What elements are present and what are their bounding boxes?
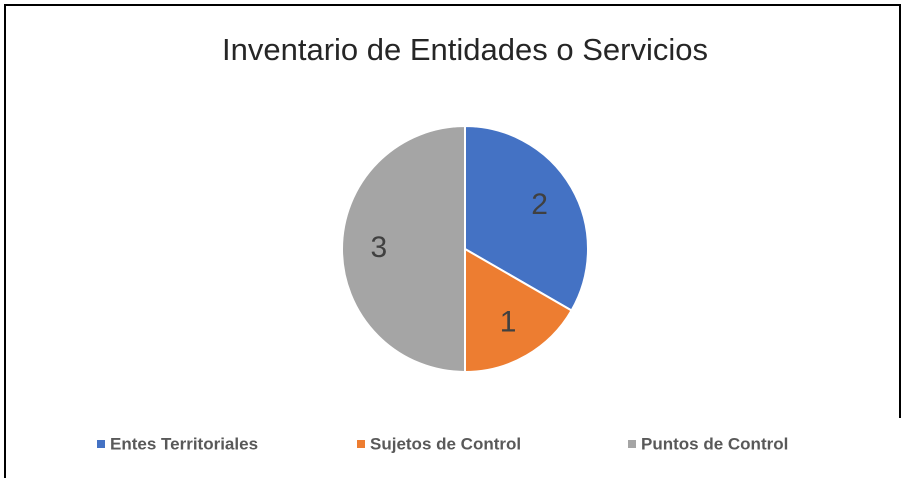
data-label: 3 bbox=[371, 231, 388, 264]
legend-label: Sujetos de Control bbox=[370, 434, 521, 453]
legend-swatch bbox=[628, 440, 636, 448]
data-label: 2 bbox=[531, 188, 548, 221]
legend-label: Entes Territoriales bbox=[110, 434, 258, 453]
data-label: 1 bbox=[500, 305, 517, 338]
pie-slice bbox=[341, 124, 466, 374]
legend-label: Puntos de Control bbox=[641, 434, 788, 453]
pie-slice bbox=[464, 247, 573, 374]
legend-swatch bbox=[357, 440, 365, 448]
legend-swatch bbox=[97, 440, 105, 448]
chart-title: Inventario de Entidades o Servicios bbox=[222, 32, 708, 67]
pie-slice bbox=[464, 124, 589, 312]
